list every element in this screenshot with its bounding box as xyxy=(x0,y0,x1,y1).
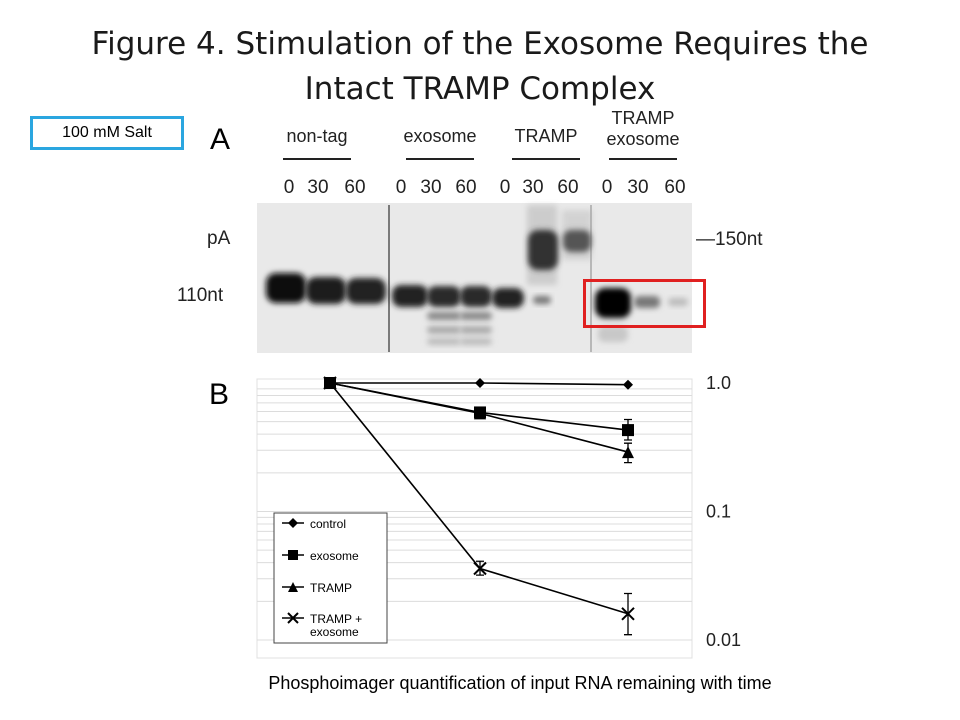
y-tick-label: 0.01 xyxy=(706,630,741,650)
lane-time-label: 60 xyxy=(664,177,685,198)
gel-band-pa xyxy=(528,230,558,270)
data-point-square xyxy=(288,550,298,560)
gel-degradation-band xyxy=(460,338,492,345)
slide-title: Figure 4. Stimulation of the Exosome Req… xyxy=(40,22,920,112)
lane-time-label: 0 xyxy=(284,177,295,198)
series-tramp-exosome xyxy=(323,376,635,636)
lane-group-label: exosome xyxy=(606,129,679,149)
legend-label: exosome xyxy=(310,549,359,563)
lane-group-label: TRAMP xyxy=(515,126,578,146)
gel-band-110nt xyxy=(595,288,631,318)
y-tick-label: 1.0 xyxy=(706,373,731,393)
data-point-diamond xyxy=(288,518,298,528)
legend-entry: exosome xyxy=(282,549,359,563)
gel-band-110nt xyxy=(346,278,386,304)
gel-band-110nt xyxy=(668,298,688,306)
legend-label: TRAMP xyxy=(310,581,352,595)
highlight-box-tramp-exosome-band xyxy=(583,279,706,328)
title-line-1: Figure 4. Stimulation of the Exosome Req… xyxy=(91,26,869,62)
gel-degradation-band xyxy=(427,312,461,320)
data-point-diamond xyxy=(623,379,633,390)
lane-time-label: 0 xyxy=(500,177,511,198)
lane-time-label: 30 xyxy=(522,177,543,198)
gel-band-110nt xyxy=(306,277,346,304)
legend-entry: TRAMP xyxy=(282,581,352,595)
lane-time-label: 60 xyxy=(455,177,476,198)
lane-time-label: 30 xyxy=(420,177,441,198)
legend-box xyxy=(273,512,388,644)
gel-band-pa xyxy=(563,230,591,252)
legend-entry: control xyxy=(282,517,346,531)
panel-a-letter: A xyxy=(210,123,230,156)
lane-time-label: 60 xyxy=(344,177,365,198)
lane-time-label: 0 xyxy=(602,177,613,198)
legend-entry: TRAMP +exosome xyxy=(282,612,362,639)
y-axis-ticks: 1.0 0.1 0.01 xyxy=(706,373,741,650)
data-point-triangle xyxy=(474,407,486,420)
lane-group-label: TRAMP xyxy=(612,108,675,128)
gel-band-110nt xyxy=(392,285,428,307)
gel-degradation-band xyxy=(427,338,461,345)
gel-degradation-band xyxy=(460,326,492,334)
gel-band-110nt xyxy=(634,296,660,308)
legend-label: TRAMP + xyxy=(310,612,362,626)
data-point-x xyxy=(473,561,487,576)
gel-band-110nt xyxy=(266,273,306,303)
gel-degradation-band xyxy=(460,312,492,320)
lane-group-label: non-tag xyxy=(286,126,347,146)
gel-band-110nt xyxy=(460,286,492,307)
data-point-triangle xyxy=(622,446,634,459)
gel-band-110nt xyxy=(492,288,524,308)
gel-marker-150nt: —150nt xyxy=(696,229,763,250)
gel-band-110nt xyxy=(533,296,551,304)
data-point-diamond xyxy=(475,378,485,388)
data-point-x xyxy=(323,376,337,390)
gel-label-110nt: 110nt xyxy=(177,285,224,306)
gel-degradation-band xyxy=(427,326,461,334)
salt-condition-label: 100 mM Salt xyxy=(30,116,184,150)
lane-time-label: 30 xyxy=(627,177,648,198)
data-point-triangle xyxy=(288,582,298,592)
figure-caption: Phosphoimager quantification of input RN… xyxy=(268,673,772,693)
gel-panel: A non-tag 0 30 60 exosome 0 30 60 TRAMP 0 30 60 TRAM… xyxy=(177,108,763,353)
gel-left-labels: pA 110nt xyxy=(177,228,231,306)
data-point-square xyxy=(622,424,634,437)
lane-time-label: 0 xyxy=(396,177,407,198)
data-point-x xyxy=(621,607,635,621)
lane-time-label: 60 xyxy=(557,177,578,198)
gel-degradation-band xyxy=(598,326,628,342)
gel-label-pa: pA xyxy=(207,228,231,249)
data-point-x xyxy=(287,612,299,624)
lane-time-label: 30 xyxy=(307,177,328,198)
legend-label: control xyxy=(310,517,346,531)
legend-label: exosome xyxy=(310,625,359,639)
gel-band-110nt xyxy=(427,286,461,307)
panel-b-letter: B xyxy=(209,378,229,411)
lane-group-label: exosome xyxy=(403,126,476,146)
y-tick-label: 0.1 xyxy=(706,502,731,522)
gel-image xyxy=(257,203,692,353)
series-lines xyxy=(323,376,635,636)
title-line-2: Intact TRAMP Complex xyxy=(304,71,656,107)
